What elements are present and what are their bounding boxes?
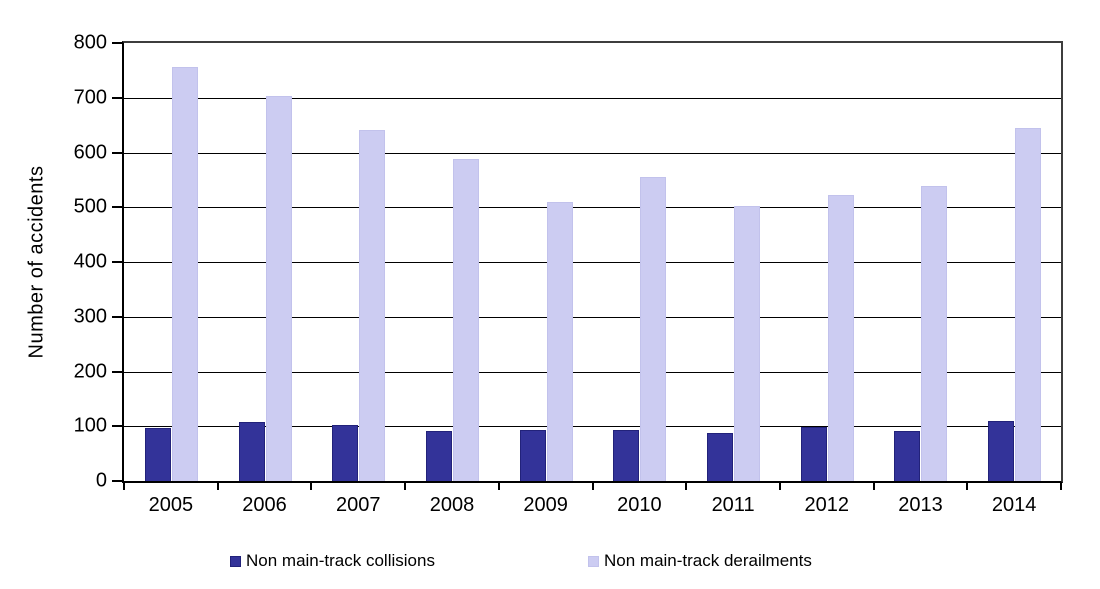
- y-tick-label-700: 700: [73, 86, 107, 109]
- category-2006: [218, 43, 312, 481]
- x-tick-label-2007: 2007: [336, 494, 381, 516]
- y-tick-mark-700: [112, 96, 122, 99]
- x-tick-label-2005: 2005: [148, 494, 194, 516]
- bar-non-main-track-derailments-2006: [265, 96, 292, 481]
- y-tick-label-0: 0: [95, 469, 107, 492]
- x-tick-mark-10: [1060, 483, 1062, 490]
- bar-non-main-track-derailments-2008: [452, 158, 479, 481]
- legend-label-collisions: Non main-track collisions: [246, 551, 435, 570]
- category-2013: [874, 43, 968, 481]
- x-tick-label-2008: 2008: [429, 494, 475, 516]
- x-tick-label-2012: 2012: [804, 494, 850, 516]
- x-tick-mark-9: [966, 483, 969, 490]
- x-tick-mark-1: [216, 483, 219, 490]
- x-tick-mark-2: [310, 483, 313, 490]
- y-tick-mark-400: [112, 261, 122, 263]
- y-tick-mark-800: [112, 42, 122, 44]
- gridline-200: [124, 371, 1061, 373]
- gridline-500: [124, 207, 1061, 209]
- gridline-700: [124, 97, 1061, 99]
- bar-non-main-track-derailments-2007: [359, 130, 386, 481]
- y-tick-label-600: 600: [73, 141, 107, 163]
- bar-non-main-track-collisions-2006: [238, 422, 265, 481]
- legend-swatch-collisions: [230, 555, 241, 567]
- x-tick-mark-4: [497, 483, 500, 490]
- category-2007: [311, 43, 405, 481]
- legend-item-collisions: Non main-track collisions: [230, 551, 435, 571]
- x-tick-mark-6: [685, 483, 688, 490]
- bar-non-main-track-collisions-2005: [144, 428, 171, 481]
- x-tick-label-2014: 2014: [991, 494, 1037, 516]
- bar-non-main-track-collisions-2009: [519, 430, 546, 481]
- bar-non-main-track-derailments-2009: [546, 202, 573, 481]
- bar-non-main-track-collisions-2010: [613, 429, 640, 481]
- category-2012: [780, 43, 874, 481]
- bar-non-main-track-collisions-2012: [800, 426, 827, 481]
- bar-non-main-track-collisions-2007: [332, 424, 359, 481]
- bar-non-main-track-derailments-2014: [1015, 127, 1042, 481]
- x-tick-mark-5: [591, 483, 594, 490]
- y-tick-label-500: 500: [73, 195, 107, 218]
- y-tick-mark-0: [112, 480, 122, 482]
- legend-label-derailments: Non main-track derailments: [604, 551, 812, 570]
- bars-container: [124, 43, 1061, 481]
- bar-non-main-track-derailments-2011: [734, 205, 761, 481]
- y-tick-mark-500: [112, 206, 122, 209]
- bar-non-main-track-derailments-2012: [827, 195, 854, 481]
- y-tick-mark-300: [112, 315, 122, 318]
- gridline-300: [124, 316, 1061, 318]
- x-tick-mark-7: [778, 483, 781, 490]
- y-tick-mark-100: [112, 425, 122, 428]
- legend-item-derailments: Non main-track derailments: [588, 551, 812, 571]
- x-tick-mark-3: [404, 483, 407, 490]
- y-tick-label-800: 800: [73, 31, 107, 54]
- category-2010: [593, 43, 687, 481]
- legend-swatch-derailments: [588, 555, 599, 567]
- category-2011: [686, 43, 780, 481]
- bar-non-main-track-derailments-2005: [171, 66, 198, 481]
- x-tick-label-2009: 2009: [523, 494, 568, 516]
- y-tick-label-300: 300: [73, 305, 107, 328]
- x-tick-mark-0: [123, 483, 125, 490]
- y-tick-mark-200: [112, 370, 122, 373]
- x-axis-labels: 2005 2006 2007 2008 2009 2010 2011 2012 2013 2014: [124, 494, 1061, 517]
- y-tick-label-100: 100: [73, 414, 107, 437]
- category-2008: [405, 43, 499, 481]
- y-tick-label-400: 400: [73, 250, 107, 273]
- gridline-600: [124, 152, 1061, 154]
- bar-non-main-track-collisions-2014: [988, 420, 1015, 481]
- y-tick-mark-600: [112, 151, 122, 154]
- x-tick-label-2006: 2006: [242, 494, 287, 516]
- category-2014: [967, 43, 1061, 481]
- category-2009: [499, 43, 593, 481]
- bar-non-main-track-derailments-2010: [640, 177, 667, 481]
- bar-non-main-track-derailments-2013: [921, 186, 948, 481]
- y-axis-tick-labels: 0 100 200 300 400 500 600 700 800: [0, 32, 107, 492]
- x-tick-mark-8: [872, 483, 875, 490]
- x-tick-label-2013: 2013: [898, 494, 943, 516]
- bar-non-main-track-collisions-2008: [425, 431, 452, 481]
- bar-non-main-track-collisions-2013: [894, 430, 921, 481]
- plot-area: [122, 41, 1063, 483]
- gridline-400: [124, 262, 1061, 263]
- x-tick-label-2011: 2011: [711, 494, 755, 516]
- y-tick-label-200: 200: [73, 360, 107, 382]
- gridline-100: [124, 426, 1061, 428]
- x-tick-label-2010: 2010: [617, 494, 662, 516]
- category-2005: [124, 43, 218, 481]
- bar-non-main-track-collisions-2011: [707, 433, 734, 481]
